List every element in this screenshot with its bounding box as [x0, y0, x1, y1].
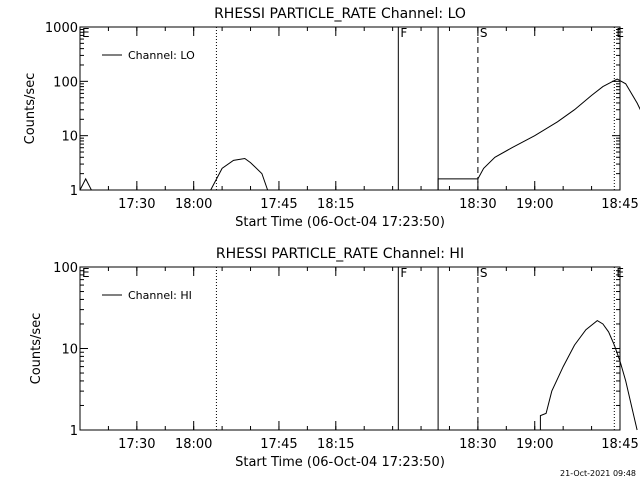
chart-title: RHESSI PARTICLE_RATE Channel: LO [214, 6, 466, 22]
event-marker-label: E [616, 26, 624, 40]
x-tick-label: 18:45 [601, 197, 638, 212]
x-tick-label: 17:30 [118, 437, 155, 452]
y-axis-label: Counts/sec [29, 313, 44, 385]
event-marker-label: F [400, 266, 407, 280]
series-line [539, 319, 638, 431]
panel-hi: RHESSI PARTICLE_RATE Channel: HI 1 10 100 17… [29, 246, 639, 470]
event-marker-label: F [400, 26, 407, 40]
x-tick-label: 18:15 [317, 197, 354, 212]
series-line [210, 157, 269, 191]
event-marker-label: E [82, 26, 90, 40]
chart-title: RHESSI PARTICLE_RATE Channel: HI [216, 246, 464, 262]
y-tick-label: 10 [61, 130, 78, 145]
x-tick-label: 18:30 [459, 437, 496, 452]
event-marker-label: S [480, 266, 488, 280]
x-tick-label: 18:00 [175, 437, 212, 452]
x-tick-label: 18:15 [317, 437, 354, 452]
x-tick-label: 18:30 [459, 197, 496, 212]
event-marker-label: E [82, 266, 90, 280]
x-tick-label: 17:45 [260, 197, 297, 212]
y-tick-label: 1 [70, 424, 78, 439]
event-marker-label: E [616, 266, 624, 280]
y-tick-label: 100 [53, 261, 78, 276]
y-tick-label: 100 [53, 75, 78, 90]
legend-label: Channel: LO [128, 49, 195, 62]
x-tick-label: 17:30 [118, 197, 155, 212]
series-line [79, 177, 92, 191]
x-axis-label: Start Time (06-Oct-04 17:23:50) [235, 455, 445, 470]
x-tick-label: 17:45 [260, 437, 297, 452]
y-tick-label: 1 [70, 184, 78, 199]
x-tick-label: 19:00 [516, 437, 553, 452]
x-tick-label: 18:45 [601, 437, 638, 452]
legend-label: Channel: HI [128, 289, 192, 302]
series-line [421, 78, 640, 191]
x-axis-label: Start Time (06-Oct-04 17:23:50) [235, 215, 445, 230]
y-tick-label: 10 [61, 343, 78, 358]
plot-frame [79, 26, 621, 191]
x-tick-label: 19:00 [516, 197, 553, 212]
footer-timestamp: 21-Oct-2021 09:48 [560, 469, 636, 478]
y-axis-label: Counts/sec [23, 73, 38, 145]
event-marker-label: S [480, 26, 488, 40]
panel-lo: RHESSI PARTICLE_RATE Channel: LO 1 10 100 10… [23, 6, 640, 230]
y-tick-label: 1000 [45, 21, 78, 36]
x-tick-label: 18:00 [175, 197, 212, 212]
